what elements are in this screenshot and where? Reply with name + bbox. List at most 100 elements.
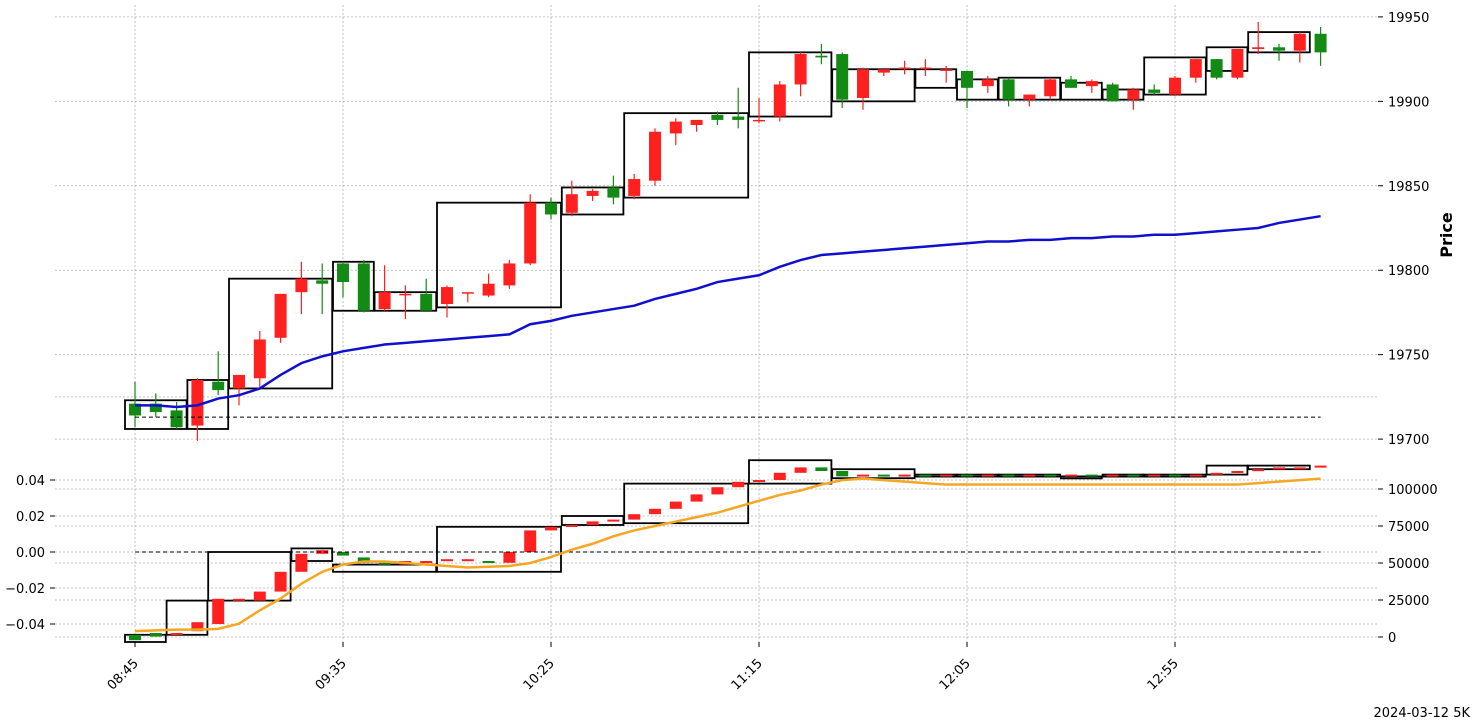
indicator-candle-body (357, 557, 370, 563)
price-candle-body (690, 119, 703, 125)
grid-layer (55, 5, 1378, 642)
indicator-candle-body (732, 481, 745, 488)
indicator-candle-body (378, 562, 391, 565)
price-candle-body (503, 263, 516, 286)
price-candle-body (1252, 47, 1265, 49)
price-candle-body (129, 403, 141, 416)
x-tick-label: 11:15 (729, 656, 766, 693)
price-candle-body (1169, 77, 1181, 95)
price-candle-body (545, 202, 557, 215)
price-candle-body (565, 194, 578, 213)
indicator-candle-body (191, 622, 204, 632)
indicator-candle-body (233, 598, 245, 601)
price-candle-body (773, 84, 786, 117)
indicator-candle-body (753, 480, 765, 482)
indicator-left-tick-label: 0.00 (16, 546, 45, 561)
price-tick-label: 19800 (1388, 264, 1429, 279)
price-tick-label: 19700 (1388, 433, 1429, 448)
price-candle-body (857, 69, 869, 98)
indicator-candle-body (565, 525, 578, 527)
indicator-candle-body (253, 591, 266, 601)
price-candle-body (1085, 81, 1098, 87)
price-candle-body (1210, 59, 1223, 78)
price-range-box (186, 379, 230, 430)
price-tick-label: 19900 (1388, 95, 1429, 110)
indicator-candle-body (586, 521, 599, 525)
price-candle-body (482, 283, 495, 296)
indicator-left-tick-label: −0.04 (5, 618, 45, 633)
price-tick-label: 19950 (1388, 11, 1429, 26)
price-candle-body (794, 54, 807, 85)
price-candle-body (420, 293, 433, 311)
indicator-right-tick-label: 25000 (1388, 594, 1429, 609)
indicator-left-tick-label: −0.02 (5, 582, 45, 597)
price-candle-body (1127, 89, 1140, 100)
price-candle-body (732, 116, 745, 120)
indicator-candle-body (441, 559, 453, 562)
indicator-right-tick-label: 75000 (1388, 520, 1429, 535)
price-range-box (560, 186, 625, 216)
indicator-candle-body (898, 474, 911, 477)
indicator-range-box (436, 525, 562, 573)
price-candle-body (461, 292, 474, 294)
x-tick-label: 08:45 (105, 656, 142, 693)
price-candle-body (233, 374, 245, 389)
price-candle-body (919, 67, 932, 70)
price-range-box (748, 51, 833, 118)
x-tick-label: 12:05 (937, 656, 974, 693)
price-candle-body (399, 293, 412, 296)
price-candle-body (877, 69, 890, 73)
indicator-candle-body (149, 633, 162, 637)
indicator-left-tick-label: 0.04 (16, 474, 45, 489)
indicator-candle-body (1293, 467, 1306, 470)
price-candle-body (191, 380, 204, 426)
price-tick-label: 19850 (1388, 180, 1429, 195)
indicator-candle-body (773, 472, 786, 480)
indicator-candle-body (1231, 471, 1244, 473)
indicator-candle-body (524, 530, 537, 552)
price-candle-body (357, 263, 370, 311)
indicator-candle-body (1106, 474, 1119, 477)
indicator-candle-body (295, 553, 308, 572)
indicator-candle-body (1273, 467, 1285, 470)
price-candle-body (1314, 33, 1327, 53)
indicator-candle-body (940, 474, 953, 477)
indicator-candle-body (961, 474, 973, 477)
price-candle-body (940, 69, 953, 71)
price-candle-body (524, 202, 537, 264)
indicator-candle-body (1044, 474, 1057, 477)
indicator-candle-body (815, 467, 828, 471)
indicator-candle-body (1148, 474, 1161, 477)
price-candle-body (1044, 79, 1057, 97)
x-tick-label: 10:25 (521, 656, 558, 693)
indicator-candle-body (669, 501, 682, 509)
price-candle-body (836, 54, 849, 100)
price-candle-body (1273, 47, 1285, 51)
price-candle-body (274, 293, 287, 338)
price-candle-body (607, 187, 620, 198)
price-candle-body (316, 280, 329, 284)
price-candle-body (1023, 94, 1036, 100)
price-candle-body (711, 114, 724, 120)
indicator-candle-body (1252, 469, 1265, 472)
price-candle-body (961, 70, 973, 88)
indicator-candle-body (503, 552, 516, 563)
indicator-candle-body (1127, 474, 1140, 477)
indicator-candle-body (1002, 474, 1015, 477)
indicator-candle-body (337, 552, 349, 556)
indicator-candle-body (212, 598, 225, 624)
indicator-candle-body (981, 474, 994, 477)
price-candle-body (1065, 79, 1077, 88)
indicator-candle-body (649, 508, 661, 515)
indicator-range-box (332, 563, 438, 573)
cumulative-volume-line (134, 477, 1321, 633)
indicator-candle-body (129, 634, 141, 641)
indicator-candle-body (877, 474, 890, 477)
indicator-candle-body (919, 474, 932, 477)
indicator-candle-body (857, 474, 869, 477)
indicator-range-box (290, 547, 334, 562)
indicator-candle-body (1085, 474, 1098, 477)
indicator-candle-body (1210, 472, 1223, 475)
price-candle-body (337, 263, 349, 283)
